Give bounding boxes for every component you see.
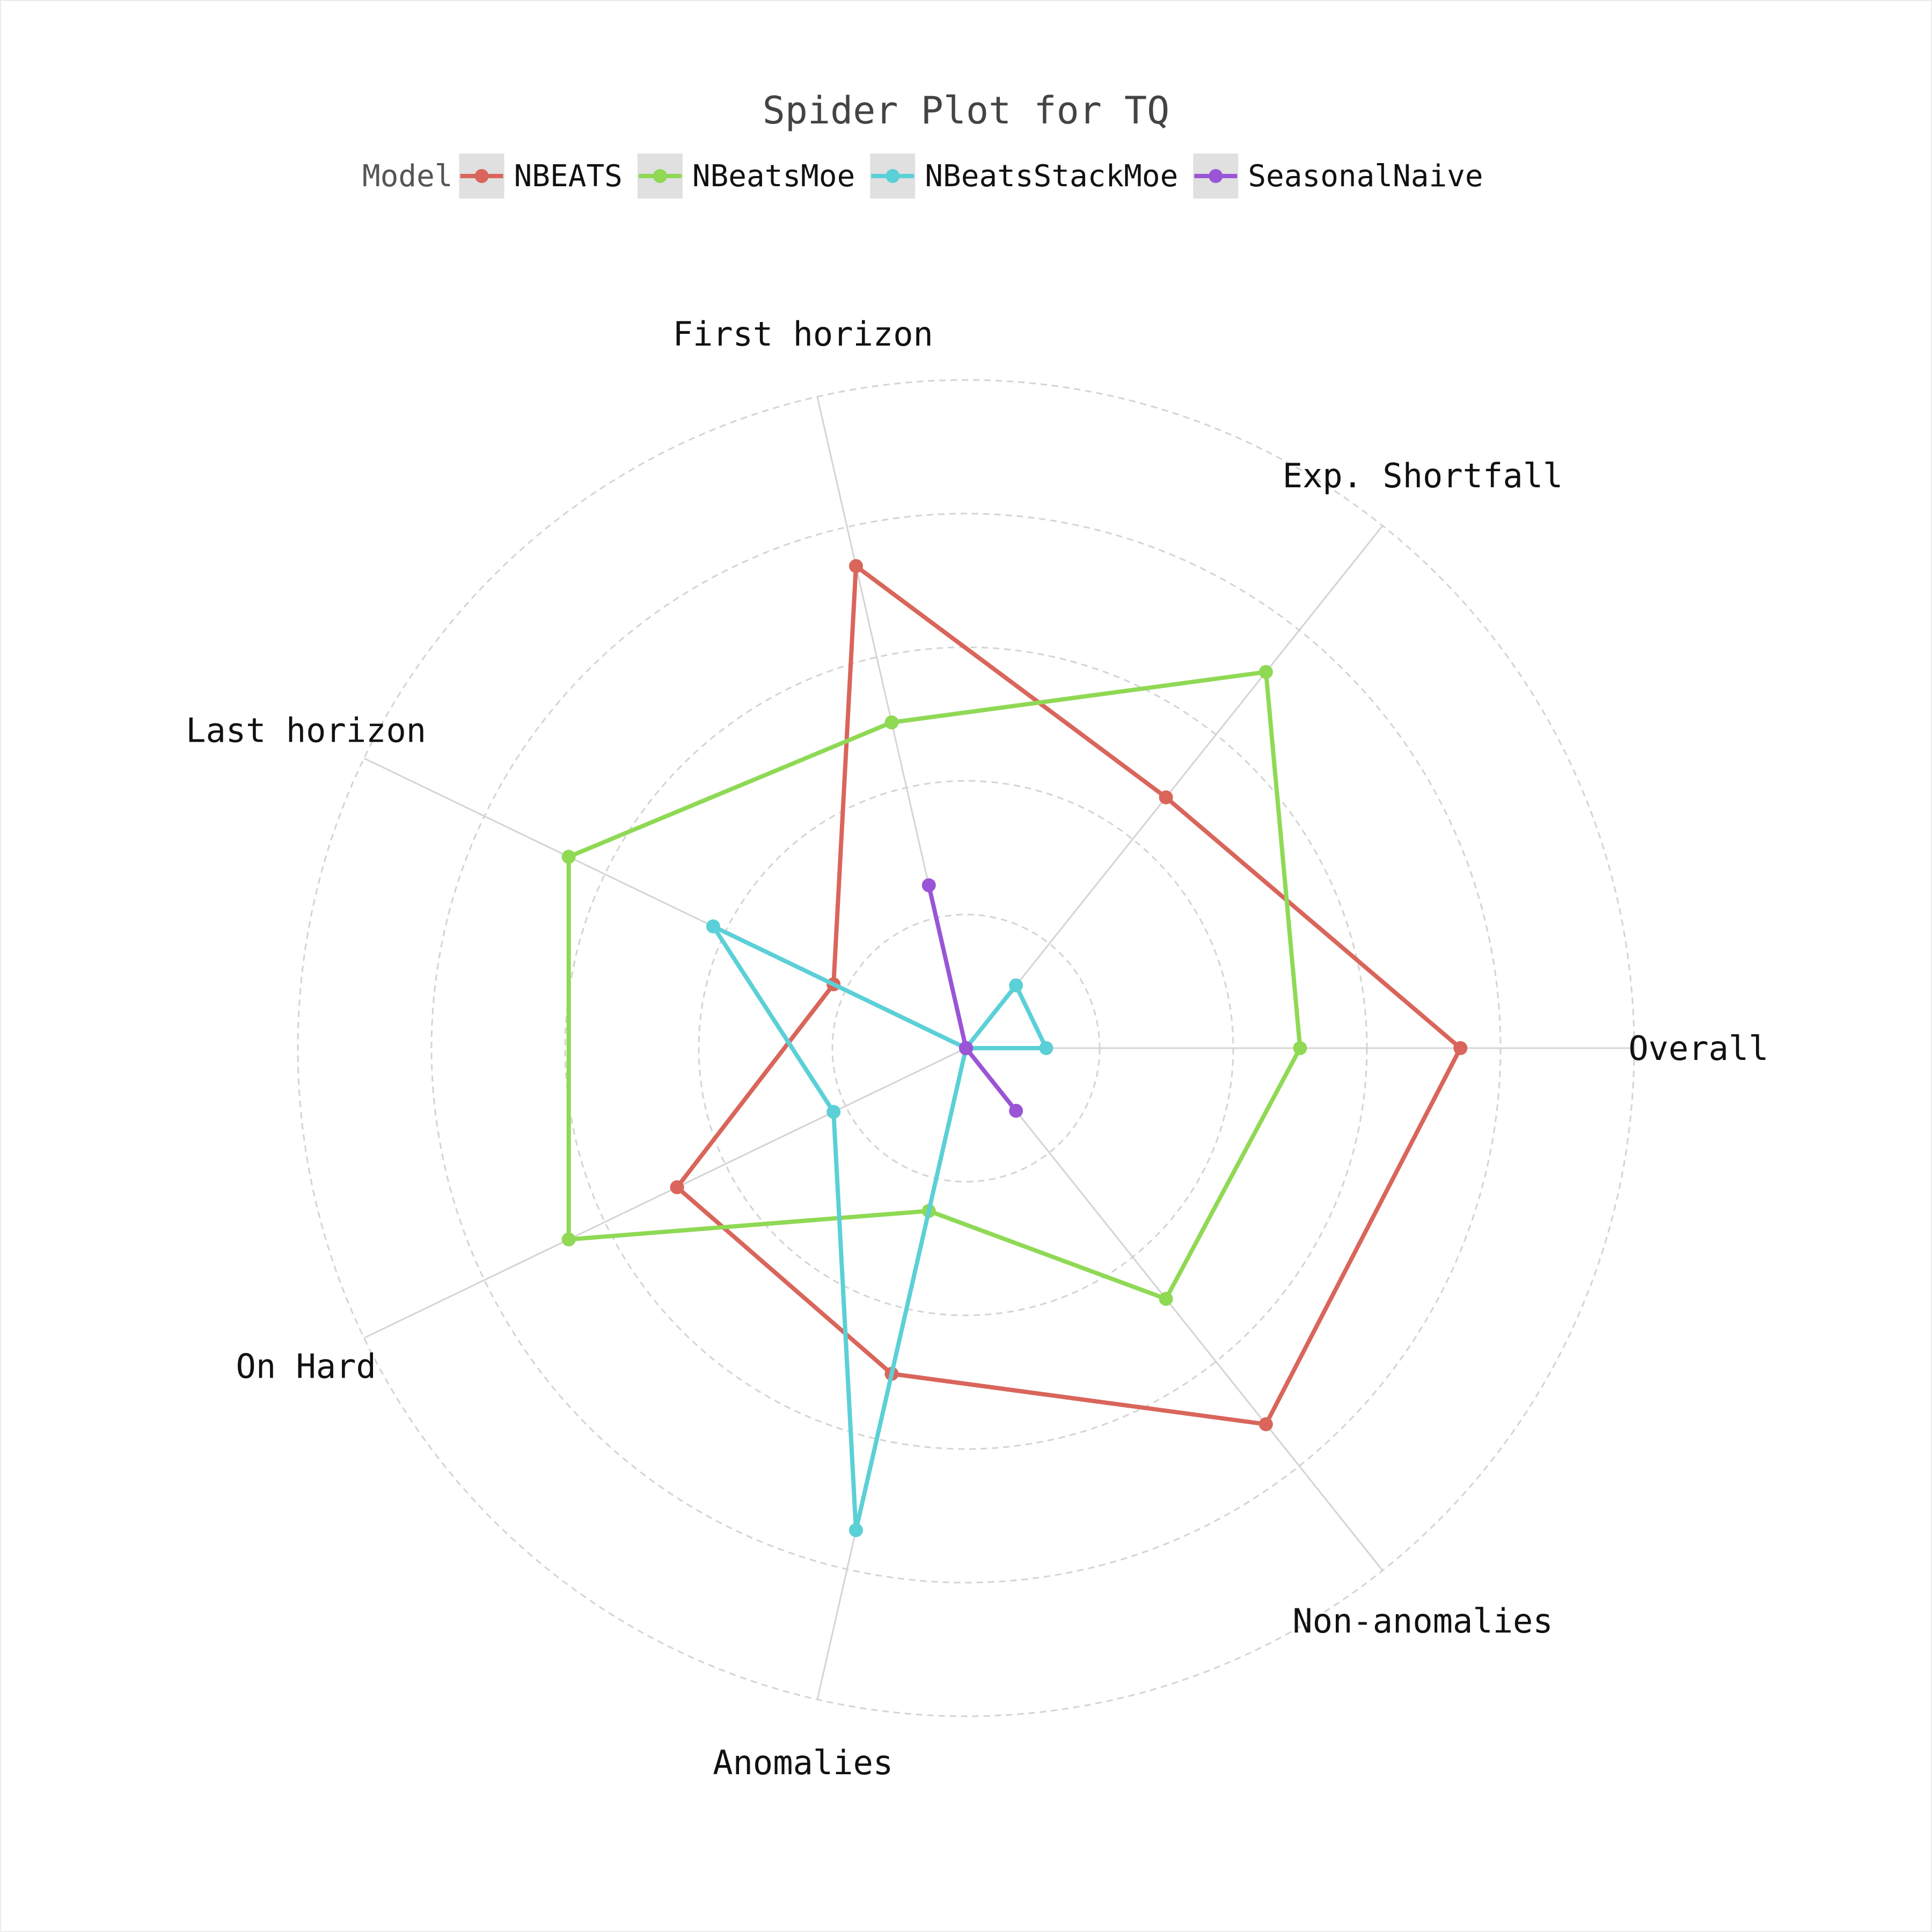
axis-spoke [965,525,1384,1049]
legend-marker [653,169,667,183]
data-point [884,715,899,730]
axis-labels: Overall Exp. Shortfall First horizon Last h… [186,314,1768,1782]
data-point [1258,1417,1273,1431]
legend-marker [474,169,489,183]
axis-label: First horizon [673,314,933,354]
data-point [1453,1041,1468,1055]
data-point [1293,1041,1307,1055]
data-point [826,1104,841,1119]
data-point [1039,1041,1053,1055]
data-point [848,1523,863,1538]
axis-label: Exp. Shortfall [1283,456,1563,495]
data-point [1009,1103,1023,1118]
data-point [706,919,720,934]
radar-grid [297,379,1635,1717]
data-point [1159,790,1173,804]
axis-label: Anomalies [713,1743,893,1782]
chart-title: Spider Plot for TQ [763,89,1170,133]
axis-label: Overall [1628,1029,1768,1068]
axis-spoke [965,1048,1384,1571]
series-group [670,559,1468,1431]
series-line [675,564,1463,1426]
data-point [561,850,576,864]
axis-label: On Hard [236,1346,376,1386]
axis-label: Non-anomalies [1292,1601,1553,1641]
legend: Model NBEATS NBeatsMoe NBeatsStackMoe Seaso… [362,153,1483,199]
data-point [848,559,863,573]
legend-marker [885,169,900,183]
legend-label: NBeatsMoe [692,159,855,194]
series-group [561,665,1307,1306]
series-group [706,919,1053,1538]
series-line [711,924,1049,1533]
data-point [670,1180,684,1195]
legend-title: Model [362,159,453,194]
legend-marker [1209,169,1223,183]
data-point [959,1041,973,1055]
legend-label: NBEATS [514,159,623,194]
data-point [1009,978,1023,993]
series-line [566,670,1302,1301]
data-point [1159,1292,1173,1306]
axis-spoke [363,1047,967,1339]
data-point [1258,665,1273,679]
data-point [921,878,936,892]
series-layer [561,559,1468,1538]
series-group [921,878,1023,1118]
data-point [561,1232,576,1247]
axis-label: Last horizon [186,711,426,750]
legend-label: SeasonalNaive [1248,159,1483,194]
legend-label: NBeatsStackMoe [925,159,1178,194]
